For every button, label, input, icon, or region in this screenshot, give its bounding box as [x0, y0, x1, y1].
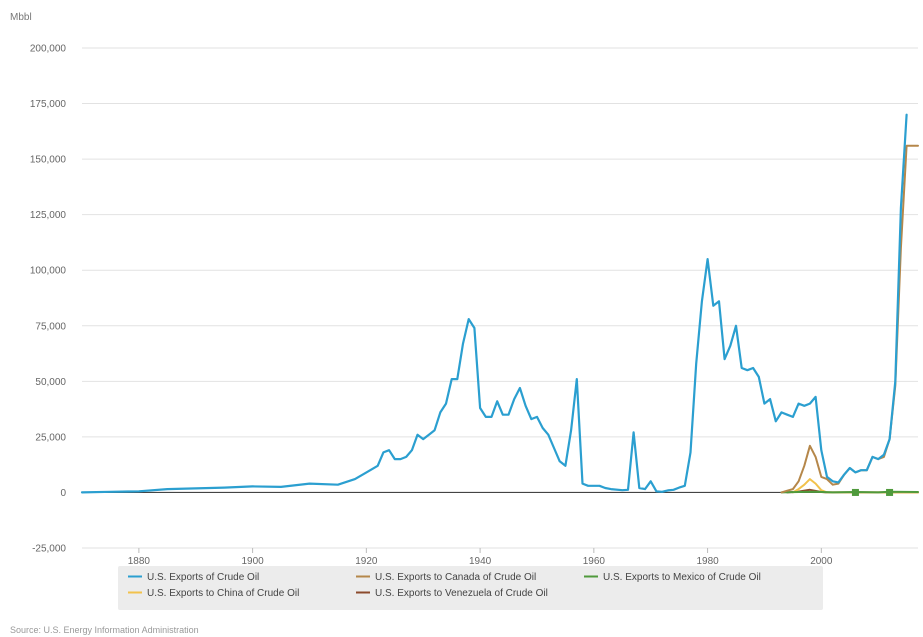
- y-tick-label: 200,000: [30, 44, 67, 55]
- legend-entry: U.S. Exports to Mexico of Crude Oil: [603, 572, 761, 583]
- y-tick-label: 0: [60, 488, 66, 499]
- series-marker: [851, 488, 859, 496]
- y-tick-label: 50,000: [35, 377, 66, 388]
- series-line-2: [780, 490, 919, 494]
- x-tick-label: 1920: [355, 556, 378, 567]
- x-tick-label: 1880: [128, 556, 151, 567]
- x-tick-label: 1900: [241, 556, 264, 567]
- y-tick-label: 25,000: [35, 432, 66, 443]
- x-tick-label: 1960: [583, 556, 606, 567]
- x-tick-label: 2000: [810, 556, 833, 567]
- y-axis-ticks: -25,000 0 25,000 50,000 75,000 100,000 125,000…: [30, 44, 67, 555]
- y-tick-label: 175,000: [30, 99, 67, 110]
- source-note: Source: U.S. Energy Information Administ…: [10, 625, 199, 635]
- series-marker: [886, 488, 894, 496]
- series-line-0: [80, 113, 908, 494]
- y-tick-label: 125,000: [30, 210, 67, 221]
- series-lines: [80, 113, 919, 496]
- y-tick-label: 150,000: [30, 155, 67, 166]
- legend-entry: U.S. Exports of Crude Oil: [147, 572, 259, 583]
- legend-entry: U.S. Exports to China of Crude Oil: [147, 588, 299, 599]
- legend-box: [118, 566, 823, 610]
- x-tick-label: 1980: [696, 556, 719, 567]
- y-tick-label: 75,000: [35, 321, 66, 332]
- legend-entry: U.S. Exports to Venezuela of Crude Oil: [375, 588, 548, 599]
- y-tick-label: 100,000: [30, 266, 67, 277]
- x-axis-ticks: 1880 1900 1920 1940 1960 1980 2000: [128, 548, 833, 567]
- y-tick-label: -25,000: [32, 544, 66, 555]
- y-axis-unit-label: Mbbl: [10, 12, 32, 23]
- gridlines: [82, 47, 918, 549]
- x-tick-label: 1940: [469, 556, 492, 567]
- legend-entry: U.S. Exports to Canada of Crude Oil: [375, 572, 536, 583]
- legend: U.S. Exports of Crude Oil U.S. Exports to…: [118, 566, 823, 610]
